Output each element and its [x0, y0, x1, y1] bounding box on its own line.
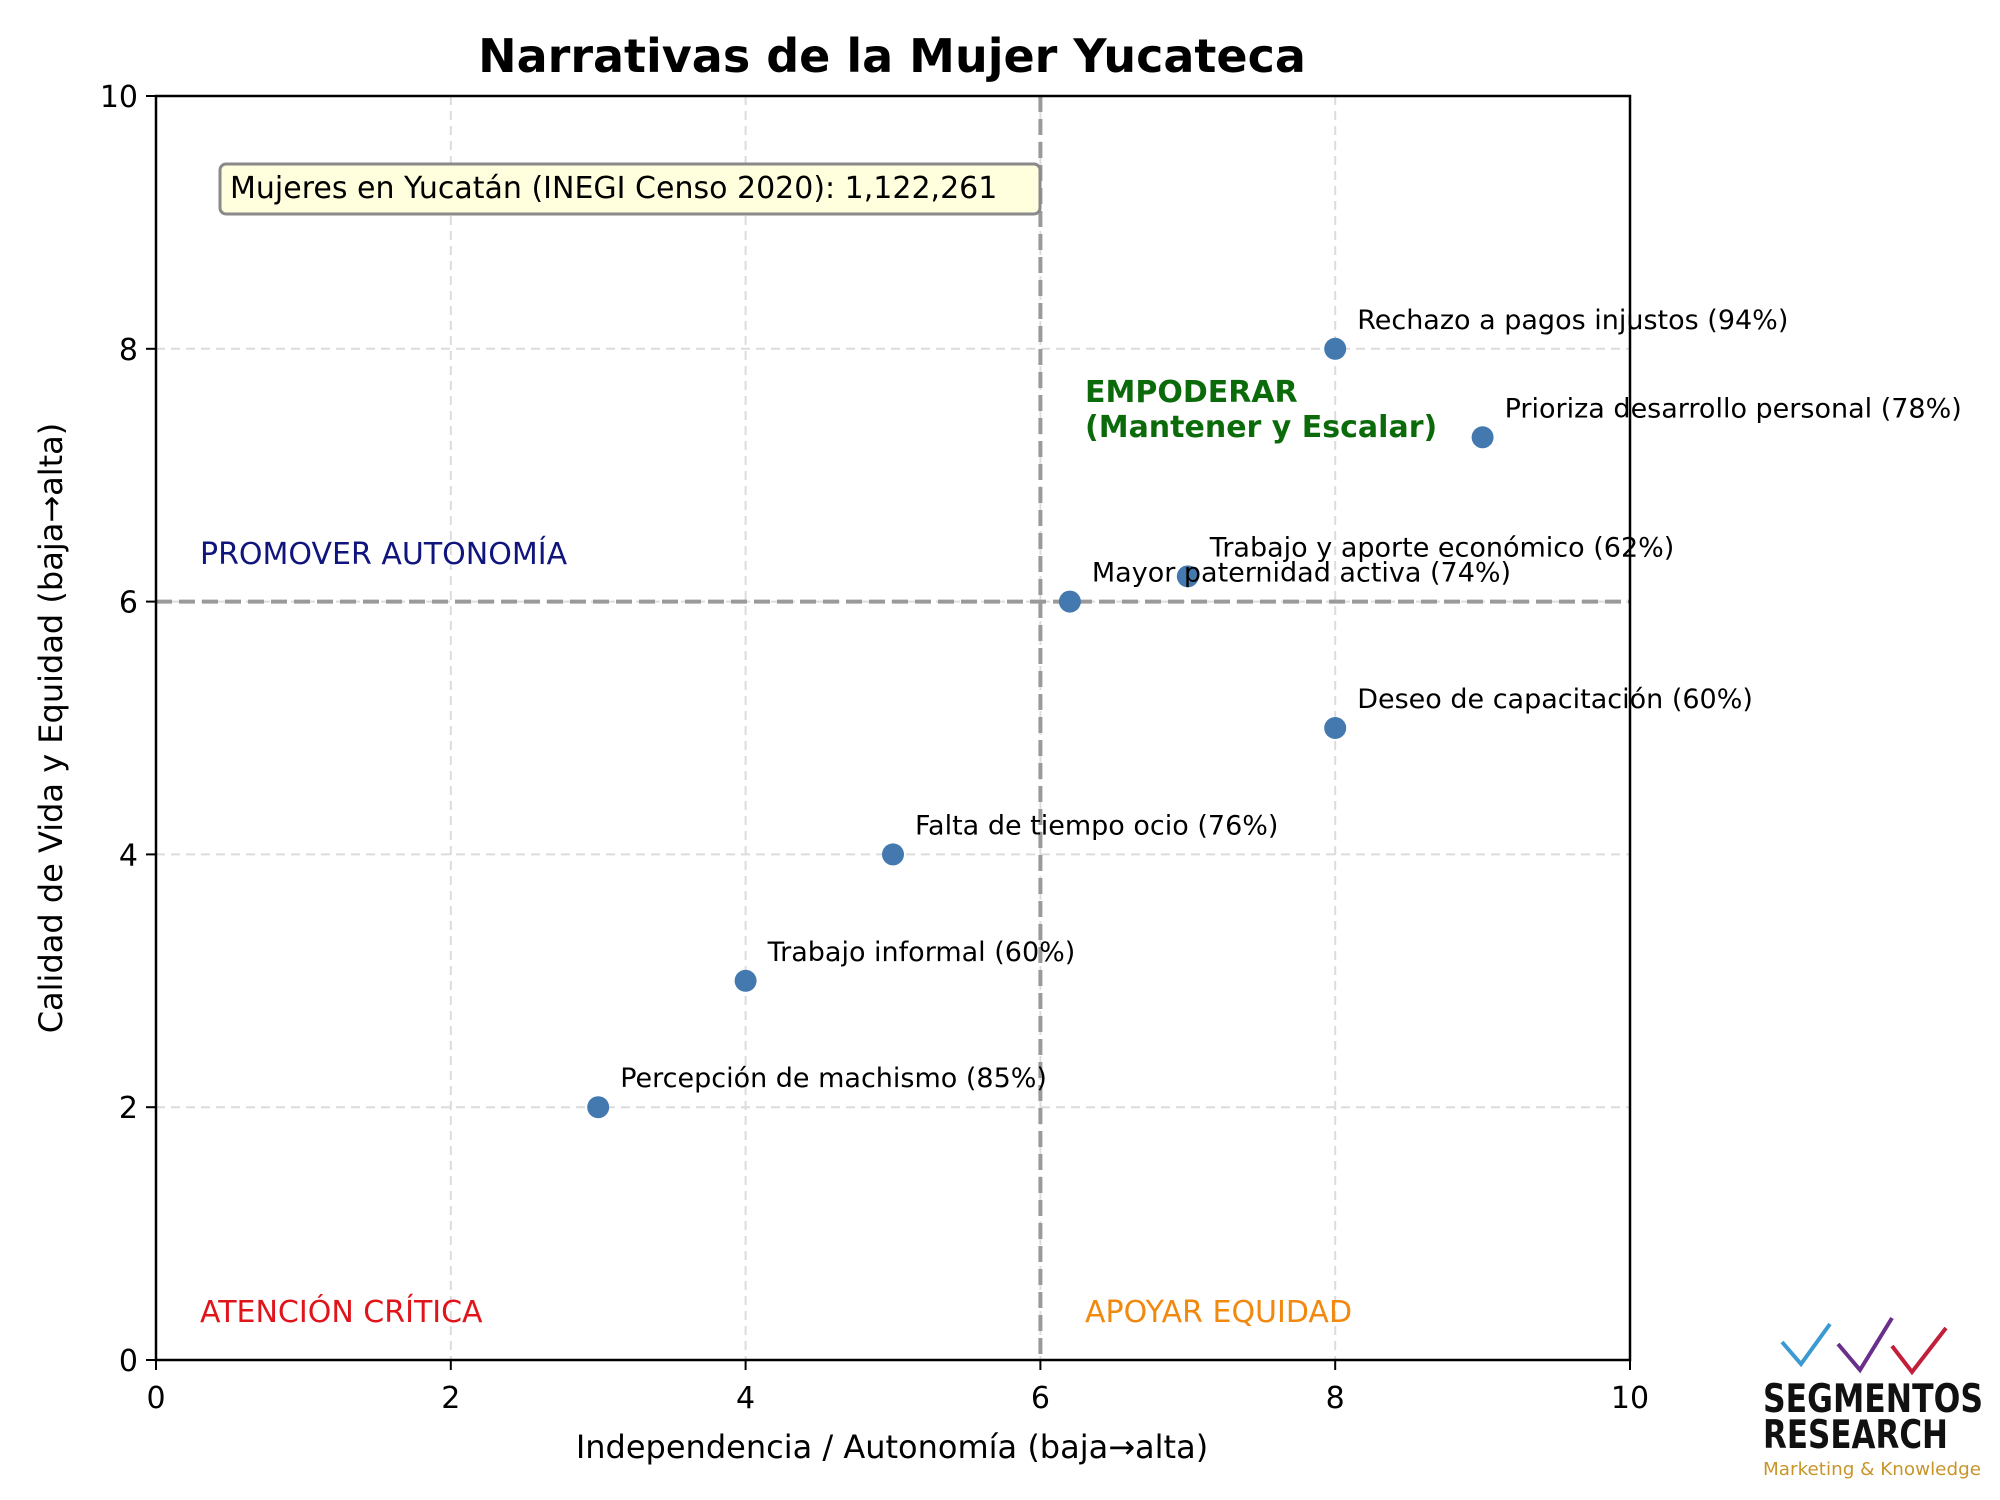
data-point: [1176, 565, 1199, 588]
x-tick-label: 4: [736, 1381, 755, 1416]
logo-tagline: Marketing & Knowledge: [1763, 1459, 1981, 1480]
x-axis-label: Independencia / Autonomía (baja→alta): [576, 1428, 1208, 1466]
data-point-label: Falta de tiempo ocio (76%): [915, 810, 1278, 841]
logo-line2: RESEARCH: [1763, 1413, 1948, 1458]
x-tick-label: 8: [1326, 1381, 1345, 1416]
data-point: [1324, 717, 1347, 739]
data-point-label: Mayor paternidad activa (74%): [1092, 558, 1511, 589]
data-point: [882, 843, 904, 866]
x-tick-label: 6: [1031, 1381, 1050, 1416]
y-axis-ticks: 0 2 4 6 8 10: [100, 80, 156, 1379]
quadrant-label-atencion-critica: ATENCIÓN CRÍTICA: [200, 1293, 483, 1330]
logo-line1: SEGMENTOS: [1763, 1377, 1983, 1422]
data-point: [1058, 590, 1081, 613]
data-point-label: Trabajo y aporte económico (62%): [1209, 532, 1675, 563]
y-axis-label: Calidad de Vida y Equidad (baja→alta): [32, 423, 70, 1034]
quadrant-label-apoyar-equidad: APOYAR EQUIDAD: [1085, 1295, 1352, 1330]
data-point: [734, 969, 757, 992]
logo-check-icon-2: [1836, 1316, 1894, 1374]
x-tick-label: 10: [1611, 1381, 1649, 1416]
y-tick-label: 2: [119, 1091, 138, 1126]
logo-check-icon-1: [1780, 1322, 1832, 1368]
logo-check-icon-3: [1890, 1326, 1948, 1376]
data-point-label: Prioriza desarrollo personal (78%): [1505, 393, 1962, 424]
x-tick-label: 0: [146, 1381, 165, 1416]
x-tick-label: 2: [441, 1381, 460, 1416]
quadrant-label-promover-autonomia: PROMOVER AUTONOMÍA: [200, 536, 568, 572]
plot-area-frame: [154, 94, 1632, 1362]
data-point: [587, 1096, 610, 1119]
data-point: [1324, 337, 1347, 360]
y-tick-label: 10: [100, 80, 138, 115]
annotation-box: [218, 162, 1042, 216]
segmentos-logo: SEGMENTOS RESEARCH Marketing & Knowledge: [1763, 1316, 1983, 1480]
data-point-label: Percepción de machismo (85%): [620, 1063, 1047, 1094]
y-tick-label: 4: [119, 838, 138, 873]
y-tick-label: 0: [119, 1344, 138, 1379]
y-tick-label: 8: [119, 333, 138, 368]
grid-lines: [156, 96, 1630, 1360]
chart-title: Narrativas de la Mujer Yucateca: [478, 29, 1306, 83]
data-points: Rechazo a pagos injustos (94%) Prioriza d…: [587, 305, 1962, 1119]
annotation-text: Mujeres en Yucatán (INEGI Censo 2020): 1…: [230, 171, 997, 206]
quadrant-label-empoderar: EMPODERAR: [1085, 375, 1298, 410]
quadrant-label-empoderar-sub: (Mantener y Escalar): [1085, 410, 1437, 445]
data-point-label: Deseo de capacitación (60%): [1357, 684, 1753, 715]
y-tick-label: 6: [119, 586, 138, 621]
x-axis-ticks: 0 2 4 6 8 10: [146, 1360, 1649, 1416]
data-point: [1471, 426, 1494, 449]
data-point-label: Trabajo informal (60%): [767, 937, 1076, 968]
quadrant-dividers: [156, 96, 1630, 1360]
data-point-label: Rechazo a pagos injustos (94%): [1357, 305, 1788, 336]
